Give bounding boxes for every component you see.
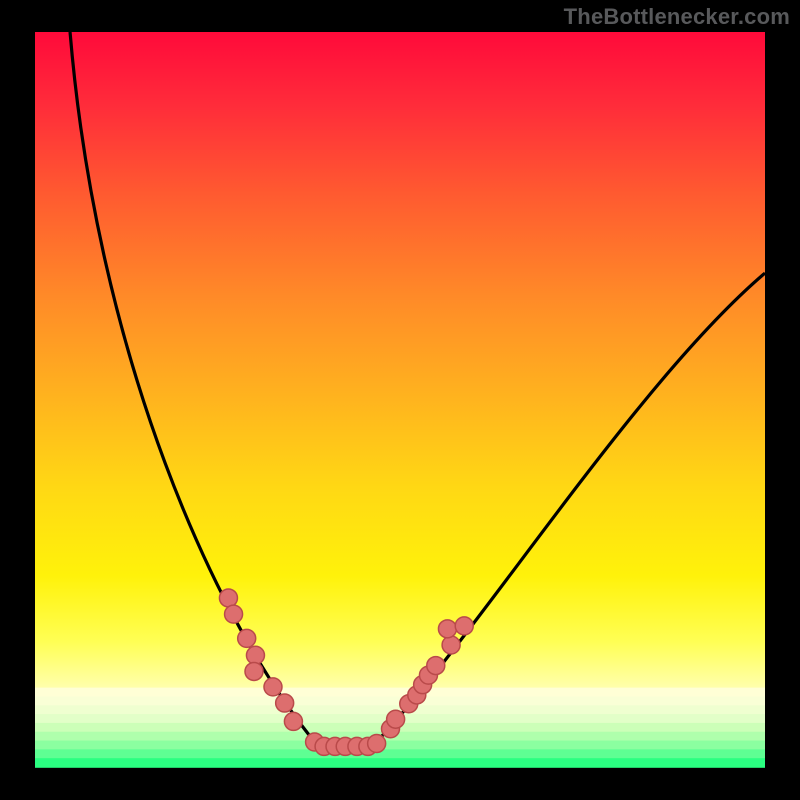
marker-point [225, 605, 243, 623]
marker-point [245, 662, 263, 680]
marker-point [368, 734, 386, 752]
marker-point [246, 646, 264, 664]
watermark-text: TheBottlenecker.com [564, 4, 790, 30]
marker-point [455, 617, 473, 635]
marker-point [387, 710, 405, 728]
marker-point [219, 589, 237, 607]
marker-point [276, 694, 294, 712]
chart-container: TheBottlenecker.com [0, 0, 800, 800]
bottleneck-chart [0, 0, 800, 800]
marker-point [442, 636, 460, 654]
marker-point [427, 657, 445, 675]
marker-point [284, 712, 302, 730]
marker-point [238, 629, 256, 647]
marker-point [438, 620, 456, 638]
marker-point [264, 678, 282, 696]
